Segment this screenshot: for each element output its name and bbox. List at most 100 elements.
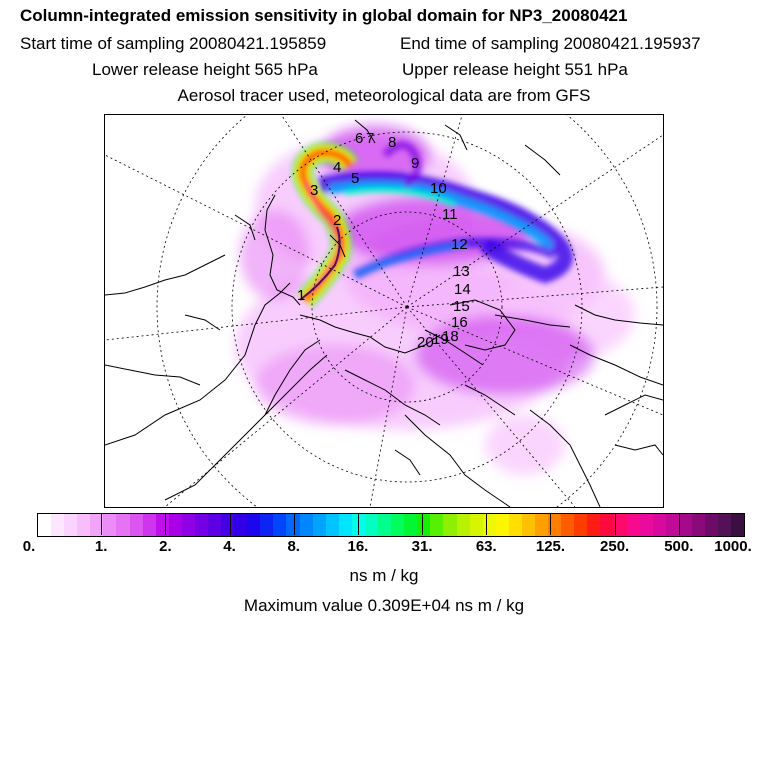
colorbar-tick-label: 1. [94, 538, 108, 555]
colorbar-cell [548, 514, 562, 536]
track-label: 7 [366, 130, 374, 147]
track-label: 16 [451, 314, 468, 331]
colorbar-cell [116, 514, 130, 536]
colorbar-cell [613, 514, 627, 536]
colorbar-cell [391, 514, 405, 536]
graticule [105, 115, 663, 507]
colorbar-cell [521, 514, 535, 536]
colorbar-cell [325, 514, 339, 536]
colorbar-cell [534, 514, 549, 536]
aerosol-note: Aerosol tracer used, meteorological data… [177, 86, 591, 105]
colorbar-cell [221, 514, 235, 536]
colorbar-cell [338, 514, 352, 536]
colorbar-cell [129, 514, 143, 536]
colorbar-cell [704, 514, 719, 536]
colorbar-cell [482, 514, 496, 536]
track-label: 8 [388, 134, 396, 151]
colorbar-cell [181, 514, 195, 536]
track-label: 3 [310, 182, 318, 199]
colorbar-cell [312, 514, 326, 536]
colorbar-tick-label: 125. [535, 538, 566, 555]
colorbar [37, 513, 745, 537]
colorbar-cell [38, 514, 52, 536]
colorbar-tick-label: 4. [223, 538, 236, 555]
colorbar-cell [508, 514, 522, 536]
colorbar-cell [652, 514, 666, 536]
colorbar-cell [731, 514, 745, 536]
track-label: 9 [411, 155, 419, 172]
track-label: 15 [453, 298, 470, 315]
colorbar-tick-label: 63. [475, 538, 497, 555]
colorbar-cell [64, 514, 78, 536]
track-label: 18 [442, 328, 459, 345]
colorbar-cell [299, 514, 313, 536]
track-label: 10 [430, 180, 447, 197]
colorbar-cell [168, 514, 182, 536]
colorbar-cell [574, 514, 588, 536]
colorbar-cell [587, 514, 601, 536]
colorbar-tick-label: 250. [600, 538, 630, 555]
colorbar-cell [51, 514, 65, 536]
track-label: 5 [351, 170, 359, 187]
colorbar-cell [351, 514, 365, 536]
colorbar-cell [718, 514, 732, 536]
colorbar-cell [378, 514, 392, 536]
colorbar-cell [142, 514, 156, 536]
colorbar-tick-label: 16. [347, 538, 369, 555]
colorbar-cell [103, 514, 117, 536]
colorbar-cell [273, 514, 287, 536]
colorbar-cell [286, 514, 300, 536]
colorbar-cell [90, 514, 104, 536]
track-label: 4 [333, 159, 341, 176]
end-time-label: End time of sampling 20080421.195937 [400, 34, 701, 53]
coastlines [105, 119, 663, 507]
colorbar-tick-label: 1000. [714, 538, 752, 555]
colorbar-tick-label: 0. [22, 538, 36, 555]
track-labels: 1 2 3 4 5 6 7 8 9 10 11 12 13 14 15 16 1… [297, 130, 471, 351]
colorbar-cell [155, 514, 169, 536]
track-label: 14 [454, 281, 471, 298]
track-label: 13 [453, 263, 470, 280]
track-label: 2 [333, 212, 341, 229]
colorbar-cell [77, 514, 91, 536]
colorbar-cell [561, 514, 575, 536]
colorbar-tick-label: 31. [411, 538, 433, 555]
polar-map: 1 2 3 4 5 6 7 8 9 10 11 12 13 14 15 16 1… [105, 115, 663, 507]
maximum-value-label: Maximum value 0.309E+04 ns m / kg [243, 596, 525, 615]
colorbar-tick-label: 2. [159, 538, 172, 555]
colorbar-cell [469, 514, 483, 536]
colorbar-cell [626, 514, 640, 536]
colorbar-cell [234, 514, 248, 536]
track-label: 20 [417, 334, 434, 351]
colorbar-cell [364, 514, 379, 536]
colorbar-cell [665, 514, 679, 536]
colorbar-cell [430, 514, 444, 536]
start-time-label: Start time of sampling 20080421.195859 [20, 34, 327, 53]
colorbar-cell [678, 514, 692, 536]
colorbar-cell [260, 514, 274, 536]
colorbar-cell [208, 514, 222, 536]
colorbar-cell [600, 514, 614, 536]
colorbar-cell [194, 514, 209, 536]
colorbar-tick-label: 8. [287, 538, 300, 555]
colorbar-unit-label: ns m / kg [349, 566, 419, 585]
colorbar-cell [417, 514, 431, 536]
track-label: 19 [432, 331, 449, 348]
colorbar-cell [443, 514, 457, 536]
colorbar-cell [247, 514, 261, 536]
plume-field [235, 125, 635, 475]
colorbar-cell [691, 514, 705, 536]
plot-title: Column-integrated emission sensitivity i… [20, 6, 628, 25]
track-label: 6 [355, 130, 363, 147]
colorbar-cell [404, 514, 418, 536]
track-label: 11 [442, 206, 458, 223]
colorbar-cell [495, 514, 509, 536]
track-label: 1 [297, 287, 305, 304]
colorbar-tick-label: 500. [664, 538, 694, 555]
upper-release-label: Upper release height 551 hPa [402, 60, 628, 79]
map-panel: 1 2 3 4 5 6 7 8 9 10 11 12 13 14 15 16 1… [104, 114, 664, 508]
colorbar-cell [456, 514, 470, 536]
track-label: 12 [451, 236, 468, 253]
colorbar-cell [639, 514, 653, 536]
lower-release-label: Lower release height 565 hPa [92, 60, 318, 79]
